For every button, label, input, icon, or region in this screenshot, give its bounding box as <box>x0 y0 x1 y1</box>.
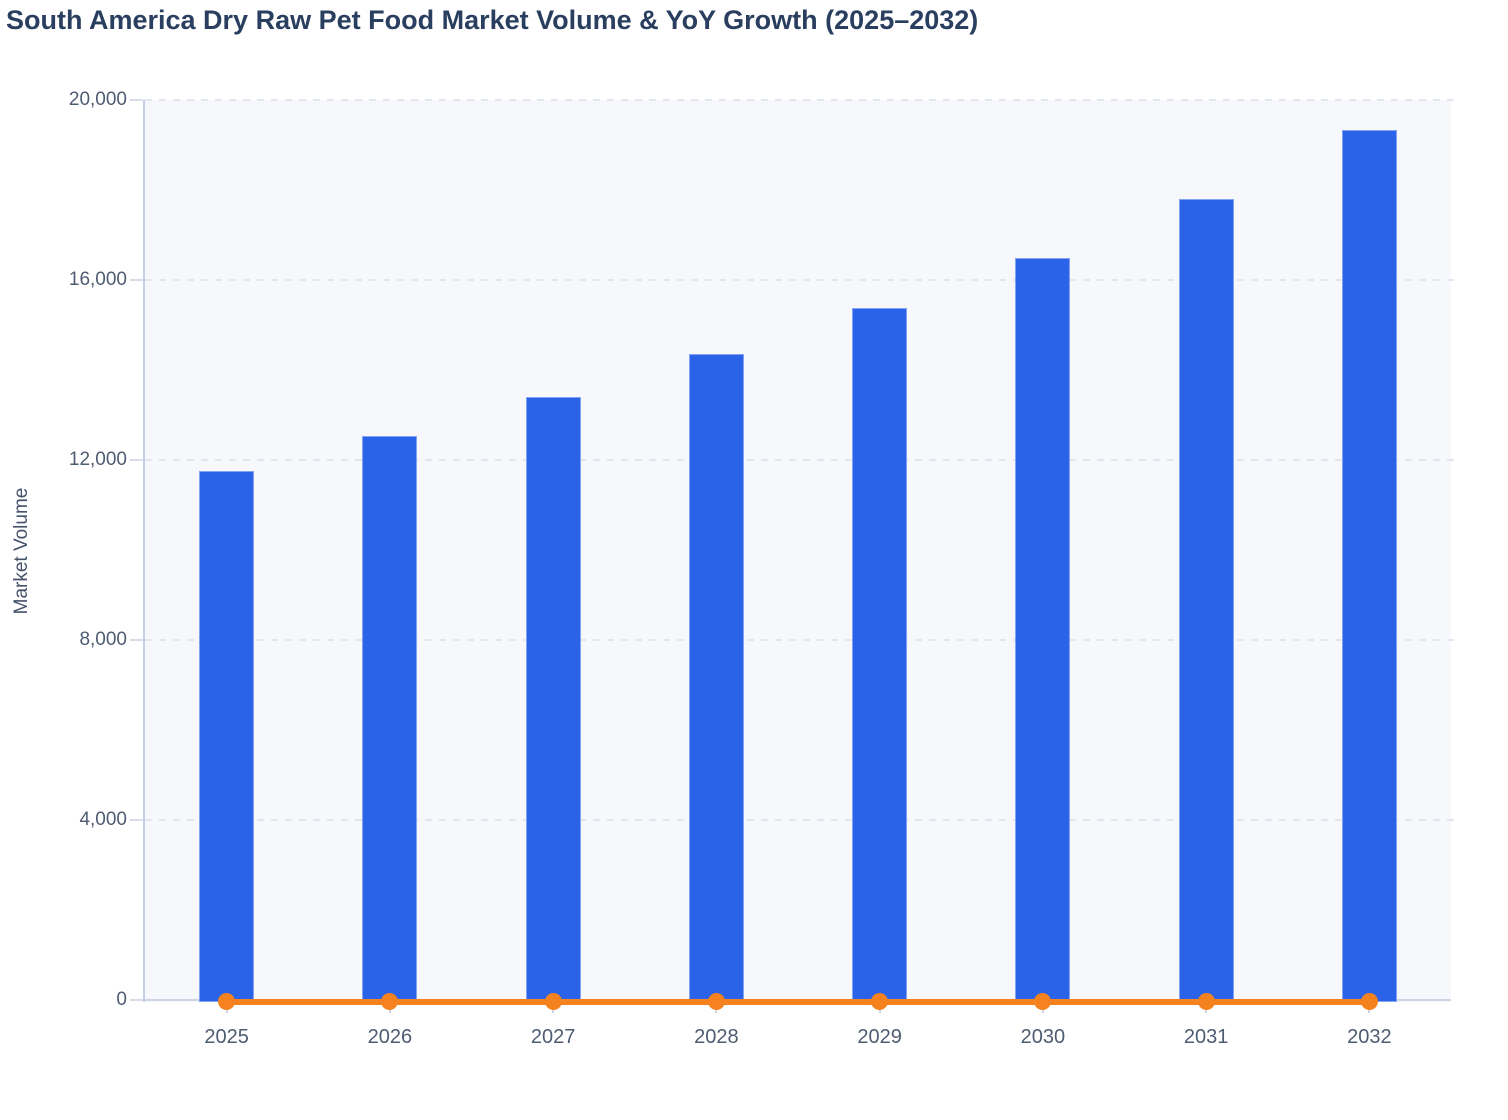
x-tick-label-2032: 2032 <box>1347 1026 1392 1048</box>
bar-2025[interactable] <box>199 471 255 1002</box>
yoy-point-2029[interactable] <box>871 993 889 1010</box>
y-tick-label-0: 0 <box>116 989 127 1010</box>
x-tick-label-2026: 2026 <box>367 1026 413 1048</box>
x-tick-label-2027: 2027 <box>530 1026 576 1048</box>
y-tick-label-20000: 20,000 <box>68 89 127 110</box>
x-tick-label-2031: 2031 <box>1183 1026 1229 1048</box>
yoy-point-2030[interactable] <box>1034 993 1052 1010</box>
y-axis-tick-0 <box>130 999 143 1001</box>
y-axis-title: Market Volume <box>11 487 32 615</box>
yoy-point-2032[interactable] <box>1360 993 1378 1010</box>
grid-line-12000 <box>145 459 1455 461</box>
grid-line-16000 <box>145 279 1455 281</box>
y-axis-tick-12000 <box>130 459 143 461</box>
y-axis-tick-8000 <box>130 639 143 641</box>
x-tick-label-2030: 2030 <box>1020 1026 1066 1048</box>
plot-area: 0 4,000 8,000 12,000 16,000 20,000 2025 2026 202… <box>69 89 1455 1048</box>
grid-line-8000 <box>145 639 1455 641</box>
yoy-point-2027[interactable] <box>544 993 562 1010</box>
yoy-point-2031[interactable] <box>1197 993 1215 1010</box>
bar-2029[interactable] <box>852 307 908 1002</box>
y-tick-label-12000: 12,000 <box>68 449 127 470</box>
bar-2027[interactable] <box>525 397 581 1002</box>
bar-2026[interactable] <box>362 435 418 1002</box>
x-tick-label-2025: 2025 <box>204 1026 249 1048</box>
x-tick-label-2028: 2028 <box>694 1026 739 1048</box>
y-axis-tick-16000 <box>130 279 143 281</box>
yoy-point-2025[interactable] <box>218 993 236 1010</box>
bar-2031[interactable] <box>1178 198 1234 1002</box>
chart-title: South America Dry Raw Pet Food Market Vo… <box>6 5 979 35</box>
bar-2032[interactable] <box>1341 130 1397 1002</box>
bar-2028[interactable] <box>688 354 744 1002</box>
y-axis-tick-4000 <box>130 819 143 821</box>
y-axis-tick-20000 <box>130 99 143 101</box>
yoy-growth-line <box>226 999 1370 1005</box>
x-tick-label-2029: 2029 <box>857 1026 902 1048</box>
grid-line-20000 <box>145 99 1455 101</box>
y-tick-label-8000: 8,000 <box>79 629 127 650</box>
y-tick-label-4000: 4,000 <box>79 809 127 830</box>
y-tick-label-16000: 16,000 <box>68 269 127 290</box>
yoy-point-2028[interactable] <box>707 993 725 1010</box>
grid-line-4000 <box>145 819 1455 821</box>
bar-2030[interactable] <box>1015 257 1071 1002</box>
yoy-point-2026[interactable] <box>381 993 399 1010</box>
